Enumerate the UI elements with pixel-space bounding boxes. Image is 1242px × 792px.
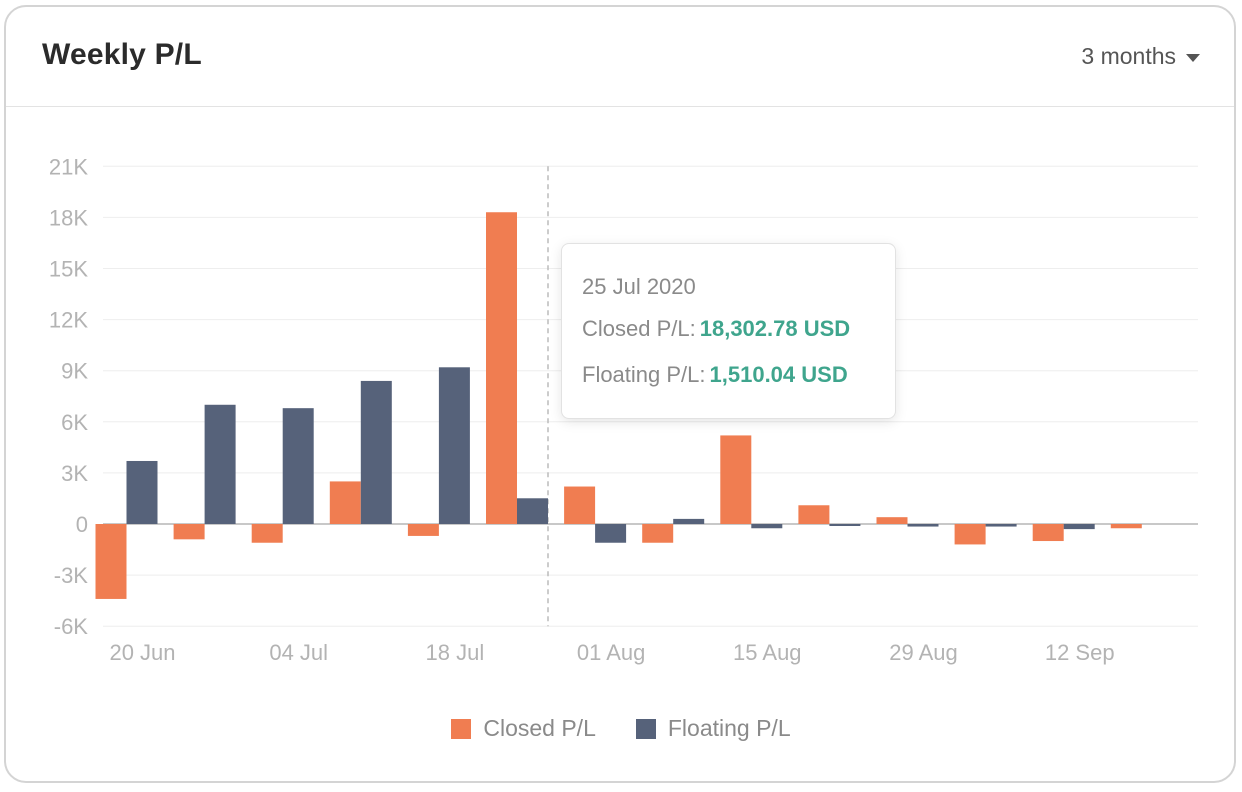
floating-pl-bar	[126, 460, 158, 524]
closed-pl-bar	[720, 435, 752, 524]
x-tick-label: 01 Aug	[577, 640, 646, 665]
tooltip-closed-value: 18,302.78 USD	[699, 316, 851, 341]
closed-pl-bar	[173, 524, 205, 540]
legend-item-floating[interactable]: Floating P/L	[635, 715, 791, 742]
legend-label-closed: Closed P/L	[483, 715, 596, 741]
floating-pl-bar	[673, 518, 705, 524]
floating-pl-bar	[282, 408, 314, 524]
range-dropdown[interactable]: 3 months	[1081, 43, 1200, 70]
legend-swatch-floating	[635, 718, 656, 739]
tooltip-floating-row: Floating P/L: 1,510.04 USD	[582, 362, 848, 388]
floating-pl-bar	[751, 524, 783, 529]
closed-pl-bar	[642, 524, 674, 543]
closed-pl-bar	[251, 524, 283, 543]
floating-pl-bar	[829, 524, 861, 526]
tooltip-date: 25 Jul 2020	[582, 274, 696, 299]
chart-tooltip: 25 Jul 2020 Closed P/L: 18,302.78 USD Flo…	[561, 243, 896, 419]
x-tick-label: 15 Aug	[733, 640, 802, 665]
tooltip-closed-label: Closed P/L:	[582, 316, 696, 341]
tooltip-floating-label: Floating P/L:	[582, 362, 706, 387]
legend-item-closed[interactable]: Closed P/L	[451, 715, 596, 742]
floating-pl-bar	[438, 367, 470, 524]
floating-pl-bar	[1063, 524, 1095, 530]
chart-legend: Closed P/L Floating P/L	[0, 715, 1242, 742]
closed-pl-bar	[1032, 524, 1064, 542]
x-tick-label: 29 Aug	[889, 640, 958, 665]
x-tick-label: 04 Jul	[269, 640, 328, 665]
floating-pl-bar	[517, 498, 548, 524]
floating-pl-bar	[360, 380, 392, 524]
range-dropdown-label: 3 months	[1081, 43, 1176, 69]
y-tick-label: 3K	[61, 461, 88, 486]
closed-pl-bar	[954, 524, 986, 545]
caret-down-icon	[1186, 53, 1200, 62]
y-tick-label: -3K	[54, 563, 89, 588]
closed-pl-bar	[564, 486, 596, 524]
card-header: Weekly P/L 3 months	[6, 7, 1234, 107]
closed-pl-bar	[1110, 524, 1142, 529]
y-tick-label: 21K	[49, 154, 88, 179]
x-tick-label: 12 Sep	[1045, 640, 1115, 665]
closed-pl-bar	[407, 524, 439, 536]
x-tick-label: 20 Jun	[109, 640, 175, 665]
closed-pl-bar	[486, 212, 517, 524]
closed-pl-bar	[798, 505, 830, 524]
floating-pl-bar	[907, 524, 939, 527]
y-tick-label: 15K	[49, 257, 88, 282]
closed-pl-bar	[329, 481, 361, 524]
y-tick-label: 9K	[61, 359, 88, 384]
legend-label-floating: Floating P/L	[667, 715, 791, 741]
floating-pl-bar	[204, 404, 236, 524]
tooltip-closed-row: Closed P/L: 18,302.78 USD	[582, 316, 850, 342]
floating-pl-bar	[985, 524, 1017, 527]
floating-pl-bar	[595, 524, 627, 543]
y-tick-label: 12K	[49, 308, 88, 333]
card-title: Weekly P/L	[42, 38, 202, 71]
y-tick-label: 6K	[61, 410, 88, 435]
closed-pl-bar	[95, 524, 127, 599]
y-tick-label: 18K	[49, 205, 88, 230]
x-tick-label: 18 Jul	[426, 640, 485, 665]
legend-swatch-closed	[451, 718, 472, 739]
y-tick-label: -6K	[54, 614, 89, 639]
tooltip-floating-value: 1,510.04 USD	[709, 362, 848, 387]
y-tick-label: 0	[76, 512, 88, 537]
closed-pl-bar	[876, 517, 908, 524]
